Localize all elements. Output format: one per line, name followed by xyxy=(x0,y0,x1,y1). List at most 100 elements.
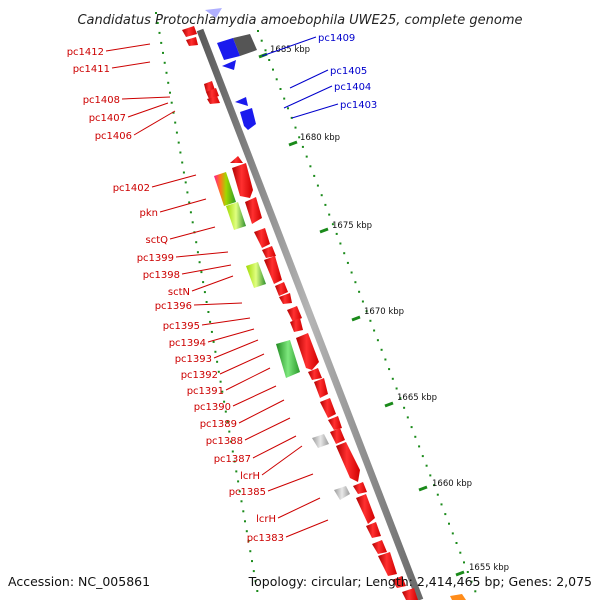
gene-arrow xyxy=(314,378,328,398)
outer-dot xyxy=(463,561,465,564)
label-connector xyxy=(213,339,259,359)
outer-dot xyxy=(305,155,308,158)
outer-dot xyxy=(358,290,361,293)
inner-dot xyxy=(216,360,219,363)
outer-dot xyxy=(264,49,267,52)
inner-dot xyxy=(169,91,171,94)
label-connector xyxy=(175,251,229,258)
inner-dot xyxy=(228,430,231,433)
outer-dot xyxy=(331,223,334,226)
gene-arrow xyxy=(206,88,219,99)
label-connector xyxy=(261,36,317,57)
gene-arrow xyxy=(186,37,198,46)
gene-label: pc1408 xyxy=(83,95,120,106)
inner-dot xyxy=(200,271,203,274)
gene-arrow xyxy=(205,8,222,18)
outer-dot xyxy=(391,377,394,380)
outer-dot xyxy=(320,194,323,197)
inner-dot xyxy=(221,390,224,393)
gene-label: pc1405 xyxy=(330,66,367,77)
gene-arrow xyxy=(296,333,319,370)
gene-label: pc1394 xyxy=(169,338,206,349)
label-connector xyxy=(193,302,243,306)
inner-dot xyxy=(174,121,177,124)
inner-dot xyxy=(186,191,189,194)
outer-dot xyxy=(384,358,387,361)
inner-dot xyxy=(196,251,199,254)
genome-backbone xyxy=(196,28,424,600)
gene-label: lcrH xyxy=(240,471,260,482)
label-connector xyxy=(285,519,329,538)
kbp-tick-mark xyxy=(319,227,329,234)
outer-dot xyxy=(425,464,428,467)
outer-dot xyxy=(380,348,383,351)
gene-label: pc1398 xyxy=(143,270,180,281)
left-gene-labels: pc1412 pc1411 pc1408 pc1407 pc1406 pc1402 pkn s… xyxy=(67,43,329,544)
gene-arrow xyxy=(232,163,253,198)
kbp-tick-mark xyxy=(351,315,361,322)
gene-arrow xyxy=(328,416,342,430)
gene-label: pc1402 xyxy=(113,183,150,194)
inner-dot xyxy=(237,480,240,483)
gene-arrow xyxy=(366,522,381,538)
outer-dot xyxy=(410,426,413,429)
inner-dot xyxy=(254,580,257,583)
outer-dot xyxy=(316,184,319,187)
label-connector xyxy=(111,61,151,69)
gene-arrow xyxy=(290,318,303,332)
label-connector xyxy=(133,110,176,136)
outer-dot xyxy=(448,522,450,525)
inner-dot xyxy=(175,131,178,134)
outer-dot xyxy=(301,145,304,148)
gene-arrow xyxy=(246,262,266,288)
gene-arrow xyxy=(279,293,292,304)
outer-dot xyxy=(257,30,259,32)
gene-arrow xyxy=(276,340,300,378)
kbp-tick-label: 1680 kbp xyxy=(300,133,340,143)
gene-label: pc1385 xyxy=(229,487,266,498)
outer-dot xyxy=(421,455,424,458)
outer-dot xyxy=(290,116,293,119)
label-connector xyxy=(252,435,297,459)
outer-dot xyxy=(376,339,379,342)
inner-dot xyxy=(252,570,255,573)
inner-dot xyxy=(242,510,245,513)
outer-dot xyxy=(294,126,297,129)
gene-label: pc1406 xyxy=(95,131,132,142)
gene-label: sctQ xyxy=(146,235,169,246)
inner-dot xyxy=(182,171,185,174)
gene-arrow xyxy=(372,540,387,554)
gene-label: pc1395 xyxy=(163,321,200,332)
gene-label: pc1389 xyxy=(200,419,237,430)
gene-arrow xyxy=(240,108,256,130)
gene-arrow xyxy=(353,482,367,494)
inner-dot xyxy=(235,470,238,473)
gene-label: pc1411 xyxy=(73,64,110,75)
inner-dot xyxy=(172,111,175,114)
outer-dot xyxy=(444,513,447,516)
inner-dot xyxy=(177,141,180,144)
outer-dot xyxy=(440,503,443,506)
label-connector xyxy=(169,226,216,240)
outer-dot xyxy=(272,68,274,71)
inner-dot xyxy=(156,22,159,24)
outer-dot xyxy=(395,387,398,390)
inner-dot xyxy=(209,320,212,323)
gene-arrow xyxy=(254,228,270,248)
outer-dot xyxy=(459,551,462,554)
label-connector xyxy=(207,328,255,343)
gene-arrow xyxy=(226,202,246,230)
gene-label: sctN xyxy=(168,287,190,298)
gene-arrow xyxy=(275,282,288,296)
gene-label: pc1388 xyxy=(206,436,243,447)
gene-arrow xyxy=(264,256,282,284)
outer-dot xyxy=(433,484,436,487)
inner-dot xyxy=(256,590,259,592)
gene-label: lcrH xyxy=(256,514,276,525)
right-gene-labels: pc1409 pc1405 pc1404 pc1403 xyxy=(261,33,377,119)
outer-dot xyxy=(313,174,316,177)
inner-dot xyxy=(245,530,248,533)
gene-track-forward xyxy=(205,8,466,600)
label-connector xyxy=(127,102,169,118)
kbp-tick-label: 1660 kbp xyxy=(432,479,472,489)
